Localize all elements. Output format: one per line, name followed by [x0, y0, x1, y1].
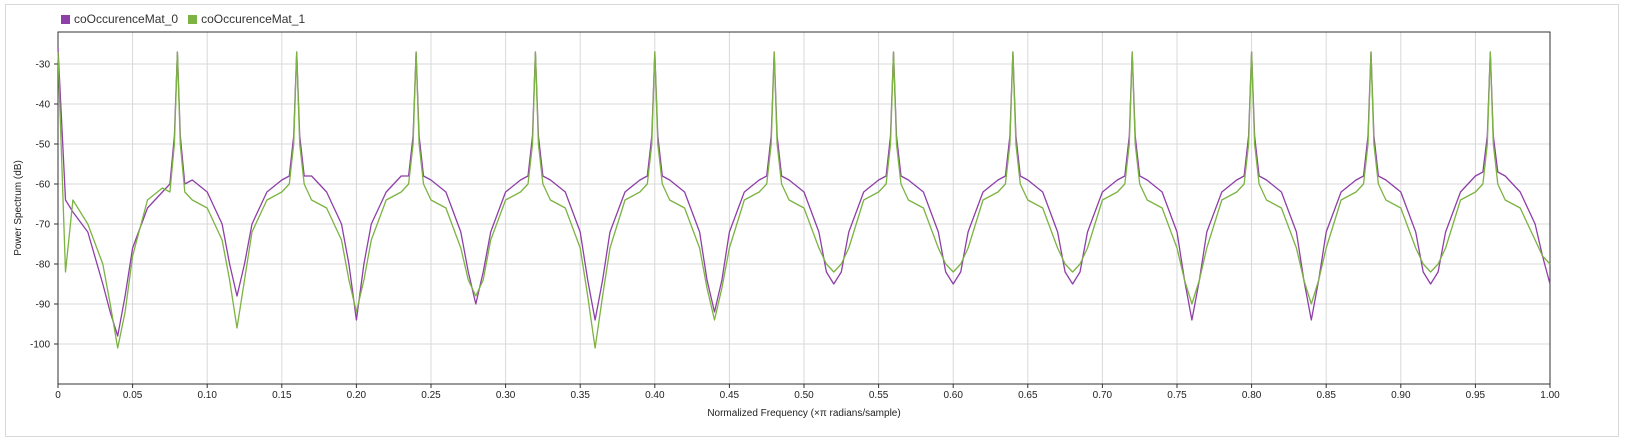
x-tick-label: 0.25 — [421, 390, 441, 401]
x-tick-label: 0.40 — [645, 390, 665, 401]
x-tick-label: 0.20 — [347, 390, 367, 401]
x-tick-label: 0.60 — [943, 390, 963, 401]
x-axis-ticks: 0 0.05 0.10 0.15 0.20 0.25 0.30 0.35 0.40 0.45 0.5… — [55, 384, 1560, 401]
legend-label-0: coOccurenceMat_0 — [74, 12, 179, 26]
x-tick-label: 0.55 — [869, 390, 889, 401]
y-tick-label: -50 — [36, 140, 51, 151]
x-tick-label: 0.10 — [197, 390, 217, 401]
y-axis-ticks: -30 -40 -50 -60 -70 -80 -90 -100 — [30, 60, 58, 351]
y-tick-label: -30 — [36, 60, 51, 71]
legend-swatch-1 — [188, 14, 198, 24]
x-tick-label: 0.70 — [1093, 390, 1113, 401]
chart-frame — [5, 4, 1619, 437]
x-axis-title: Normalized Frequency (×π radians/sample) — [707, 408, 900, 419]
legend-item-series-0[interactable]: coOccurenceMat_0 — [61, 12, 178, 26]
x-tick-label: 0.75 — [1167, 390, 1187, 401]
y-tick-label: -80 — [36, 260, 51, 271]
grid-lines — [57, 32, 1551, 384]
y-tick-label: -70 — [36, 220, 51, 231]
x-tick-label: 0 — [55, 390, 61, 401]
y-axis-title: Power Spectrum (dB) — [13, 160, 24, 256]
y-tick-label: -60 — [36, 180, 51, 191]
x-tick-label: 0.30 — [496, 390, 516, 401]
y-tick-label: -90 — [36, 300, 51, 311]
x-tick-label: 0.65 — [1018, 390, 1038, 401]
x-tick-label: 0.45 — [720, 390, 740, 401]
x-tick-label: 0.05 — [123, 390, 143, 401]
x-tick-label: 0.15 — [272, 390, 292, 401]
y-tick-label: -40 — [36, 100, 51, 111]
x-tick-label: 0.50 — [794, 390, 814, 401]
series-lines — [57, 47, 1551, 349]
x-tick-label: 1.00 — [1540, 390, 1560, 401]
chart-legend: coOccurenceMat_0 coOccurenceMat_1 — [61, 12, 305, 26]
series-line-1[interactable] — [57, 51, 1551, 349]
x-tick-label: 0.35 — [570, 390, 590, 401]
legend-label-1: coOccurenceMat_1 — [201, 12, 306, 26]
x-tick-label: 0.95 — [1466, 390, 1486, 401]
legend-swatch-0 — [61, 14, 70, 24]
x-tick-label: 0.85 — [1316, 390, 1336, 401]
legend-item-series-1[interactable]: coOccurenceMat_1 — [188, 12, 305, 26]
x-tick-label: 0.80 — [1242, 390, 1262, 401]
y-tick-label: -100 — [30, 340, 50, 351]
x-tick-label: 0.90 — [1391, 390, 1411, 401]
